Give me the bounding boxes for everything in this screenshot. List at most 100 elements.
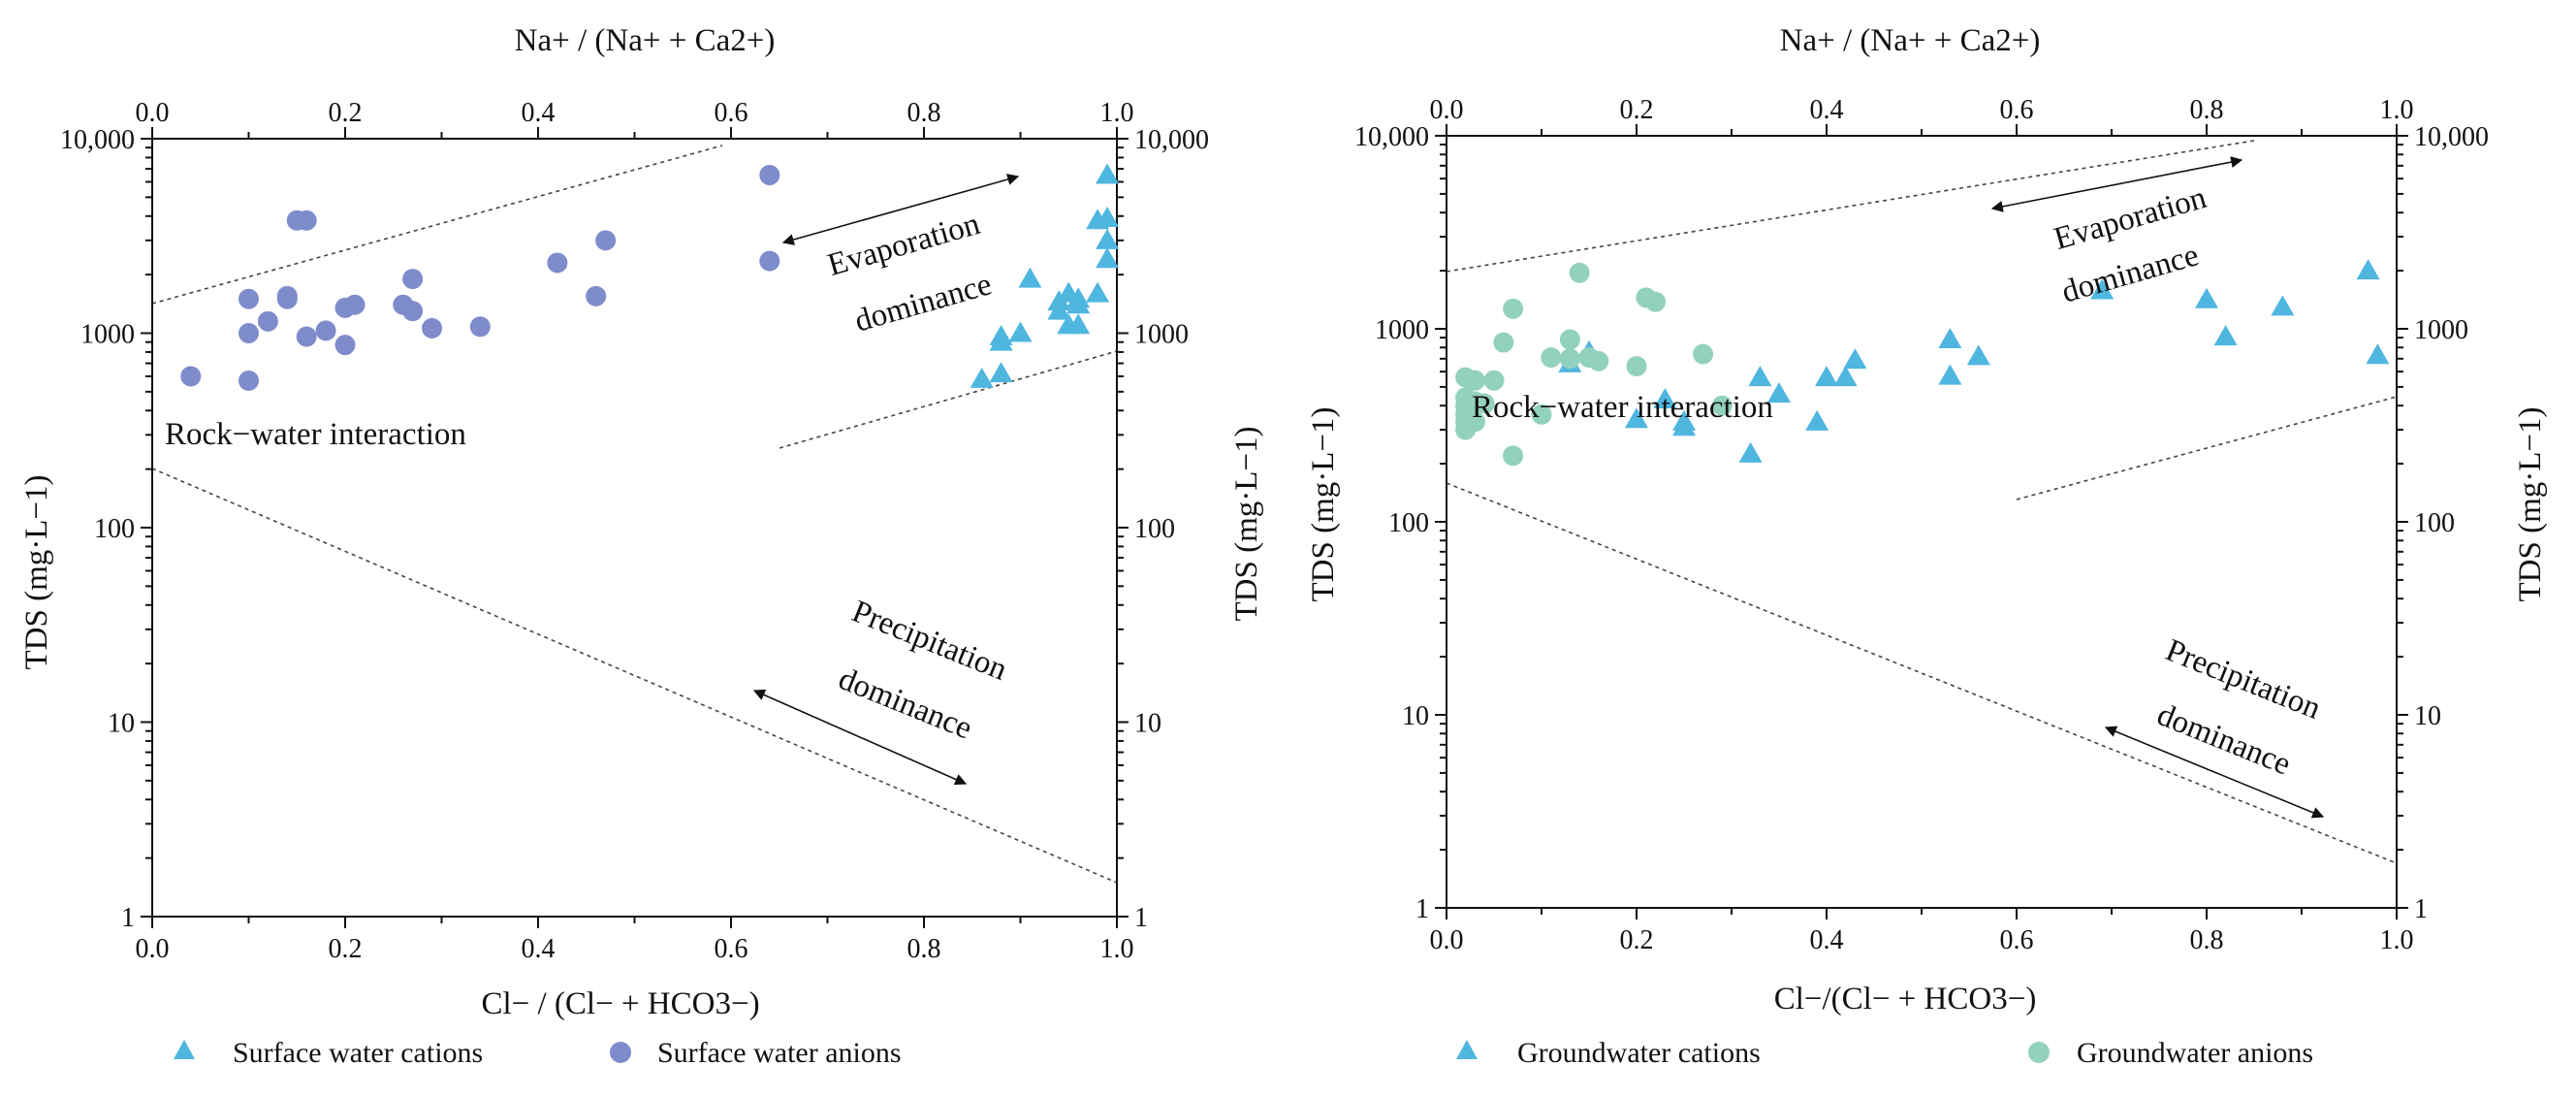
gibbs-boundary-lines	[151, 145, 1118, 884]
triangle-point	[1008, 321, 1033, 342]
circle-point	[1541, 347, 1562, 369]
circle-point	[402, 269, 424, 290]
bottom-axis-label: Cl−/(Cl− + HCO3−)	[1774, 982, 2037, 1016]
legend-label-ground-anions: Groundwater anions	[2077, 1037, 2313, 1069]
rock-water-label: Rock−water interaction	[1472, 390, 1773, 425]
circle-point	[1645, 291, 1667, 312]
tick-label-10,000: 10,000	[2414, 122, 2489, 152]
trend-arrows	[1990, 156, 2325, 819]
surface-water-gibbs-chart: 0.0 0.2 0.4 0.6 0.8 1.0 0.0 0.2 0.4 0.6 0.8 1.0 11…	[19, 23, 1264, 1069]
evaporation-dominance-label: dominance	[851, 267, 996, 339]
triangle-point	[1938, 328, 1962, 349]
circle-point	[344, 294, 366, 315]
tick-label-0.0: 0.0	[136, 98, 170, 128]
circle-point	[180, 366, 202, 387]
left-axis-ticks: 1 10 100 1000 10,000	[1354, 122, 1447, 924]
circle-point	[1569, 262, 1590, 283]
tick-label-1: 1	[121, 903, 135, 933]
triangle-point	[1096, 206, 1120, 227]
circle-point	[1711, 395, 1733, 416]
data-points	[1455, 259, 2390, 467]
tick-label-0.4: 0.4	[1810, 925, 1844, 955]
tick-label-10: 10	[2414, 701, 2441, 731]
circle-point	[595, 230, 617, 251]
tick-label-10,000: 10,000	[1354, 122, 1429, 152]
circle-point	[759, 165, 780, 186]
circle-point	[334, 335, 356, 356]
tick-label-1.0: 1.0	[2380, 95, 2414, 125]
plot-border	[151, 138, 1118, 918]
legend: Groundwater cations Groundwater anions	[1456, 1037, 2313, 1069]
tick-label-0.2: 0.2	[1620, 925, 1654, 955]
inner-boundary-line	[2016, 395, 2398, 685]
circle-point	[1464, 370, 1485, 391]
tick-label-0.0: 0.0	[1430, 925, 1464, 955]
tick-label-10: 10	[1134, 709, 1161, 739]
tick-label-0.4: 0.4	[1810, 95, 1844, 125]
triangle-point	[2366, 343, 2390, 365]
triangle-point	[2090, 278, 2115, 300]
right-axis-ticks: 1 10 100 1000 10,000	[1117, 125, 1209, 933]
tick-label-100: 100	[2414, 508, 2455, 538]
circle-point	[1588, 350, 1609, 371]
triangle-point	[1738, 441, 1763, 463]
circle-point	[296, 326, 317, 347]
legend-label-surface-anions: Surface water anions	[657, 1037, 902, 1069]
triangle-point	[1966, 344, 1990, 366]
evaporation-arrow	[781, 174, 1020, 245]
tick-label-0.2: 0.2	[1620, 95, 1654, 125]
circle-point	[1626, 356, 1647, 377]
triangle-point	[1096, 247, 1120, 269]
tick-label-0.8: 0.8	[907, 98, 941, 128]
tick-label-0.8: 0.8	[907, 934, 941, 964]
tick-label-0.4: 0.4	[522, 98, 556, 128]
left-axis-label: TDS (mg·L−1)	[19, 475, 54, 670]
tick-label-1000: 1000	[1375, 315, 1429, 345]
triangle-point	[2356, 259, 2380, 280]
left-axis-ticks: 1 10 100 1000 10,000	[60, 125, 152, 933]
triangle-point	[1018, 267, 1042, 288]
top-axis-label: Na+ / (Na+ + Ca2+)	[1780, 23, 2041, 58]
evaporation-arrow	[1990, 156, 2243, 212]
circle-point	[296, 210, 317, 231]
legend-marker-surface-cations	[174, 1040, 195, 1059]
legend-marker-surface-anions	[610, 1042, 631, 1063]
circle-point	[547, 252, 568, 274]
triangle-point	[1086, 281, 1110, 303]
top-axis-ticks: 0.0 0.2 0.4 0.6 0.8 1.0	[1430, 95, 2414, 136]
circle-point	[1503, 298, 1524, 319]
plot-border	[1446, 135, 2398, 909]
triangle-point	[2195, 287, 2218, 308]
trend-arrows	[752, 174, 1020, 786]
circle-point	[257, 310, 278, 332]
circle-point	[422, 317, 443, 339]
tick-label-1.0: 1.0	[1100, 934, 1134, 964]
bottom-axis-ticks: 0.0 0.2 0.4 0.6 0.8 1.0	[136, 917, 1134, 964]
tick-label-0.6: 0.6	[715, 98, 748, 128]
triangle-point	[1938, 364, 1962, 385]
tick-label-10,000: 10,000	[60, 125, 135, 155]
circle-point	[1464, 411, 1485, 433]
circle-point	[1474, 393, 1495, 414]
tick-label-100: 100	[94, 514, 135, 544]
circle-point	[1559, 348, 1580, 370]
triangle-point	[1096, 163, 1120, 184]
triangle-point	[989, 325, 1013, 346]
tick-label-0.8: 0.8	[2190, 925, 2224, 955]
triangle-point	[970, 367, 994, 388]
circle-point	[276, 285, 298, 307]
circle-point	[1483, 370, 1505, 391]
legend-label-ground-cations: Groundwater cations	[1517, 1037, 1761, 1069]
bottom-axis-ticks: 0.0 0.2 0.4 0.6 0.8 1.0	[1430, 908, 2414, 955]
tick-label-1: 1	[1134, 903, 1148, 933]
plot-frame	[151, 138, 1118, 918]
circle-point	[315, 320, 336, 341]
triangle-point	[2271, 295, 2295, 316]
circle-point	[1503, 445, 1524, 467]
circle-point	[759, 250, 780, 272]
legend-marker-ground-anions	[2028, 1042, 2050, 1063]
right-axis-label: TDS (mg·L−1)	[2513, 407, 2548, 602]
triangle-point	[1625, 407, 1648, 429]
tick-label-1.0: 1.0	[1100, 98, 1134, 128]
